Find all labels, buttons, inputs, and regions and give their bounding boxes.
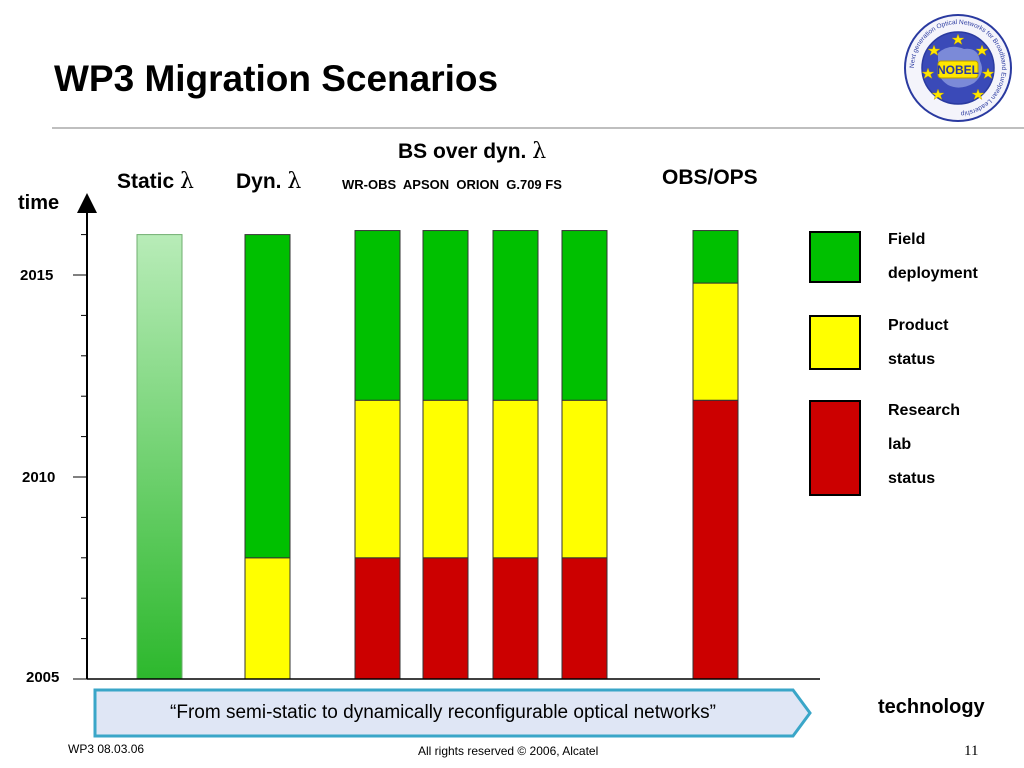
lambda-symbol: λ (532, 139, 547, 164)
nobel-logo-icon: Next generation Optical Networks for Bro… (904, 14, 1012, 122)
legend-line: Field (888, 231, 926, 248)
header-dyn: Dyn. λ (236, 169, 301, 194)
slide-title: WP3 Migration Scenarios (54, 58, 499, 99)
bar-obs-ops-product-status (692, 282, 739, 401)
header-sub-labels: WR-OBS APSON ORION G.709 FS (342, 177, 562, 192)
bar-orion-product-status (492, 399, 539, 559)
footer-left: WP3 08.03.06 (68, 742, 145, 756)
footer-copyright: All rights reserved © 2006, Alcatel (418, 744, 599, 758)
header-g709-fs: G.709 FS (506, 177, 562, 192)
bar-wr-obs-research-lab-status (354, 557, 401, 680)
y-tick-label-2015: 2015 (20, 267, 54, 284)
legend-line: Research (888, 402, 961, 419)
legend-line: status (888, 470, 936, 487)
header-wr-obs: WR-OBS (342, 177, 397, 192)
lambda-symbol: λ (180, 169, 194, 194)
bar-orion-research-lab-status (492, 557, 539, 680)
y-tick-label-2005: 2005 (26, 669, 60, 686)
lambda-symbol: λ (287, 169, 302, 194)
bar-static-field-deployment (136, 234, 183, 680)
bar-g-709-fs-field-deployment (561, 230, 608, 401)
bar-g-709-fs-research-lab-status (561, 557, 608, 680)
bar-wr-obs-product-status (354, 399, 401, 559)
bar-orion-field-deployment (492, 230, 539, 401)
legend-swatch-1 (809, 315, 861, 370)
legend-line: lab (888, 436, 912, 453)
header-orion: ORION (456, 177, 500, 192)
legend-swatch-0 (809, 231, 861, 283)
x-axis-label: technology (878, 696, 985, 718)
logo-text: NOBEL (937, 63, 979, 77)
legend-line: Product (888, 317, 949, 334)
legend-research-lab-status: Research lab status (888, 394, 960, 496)
bar-g-709-fs-product-status (561, 399, 608, 559)
y-axis-label: time (18, 192, 60, 214)
legend-line: deployment (888, 265, 978, 282)
callout-text: “From semi-static to dynamically reconfi… (170, 702, 716, 723)
bar-apson-field-deployment (422, 230, 469, 401)
header-static: Static λ (117, 169, 194, 194)
bar-apson-product-status (422, 399, 469, 559)
header-apson: APSON (402, 177, 450, 192)
legend-field-deployment: Field deployment (888, 223, 978, 291)
legend-swatch-2 (809, 400, 861, 496)
bar-apson-research-lab-status (422, 557, 469, 680)
callout-arrow-shape (93, 688, 812, 738)
bar-dyn-product-status (244, 557, 291, 680)
title-divider (52, 127, 1024, 129)
header-bs-over-dyn-label: BS over dyn. (398, 140, 527, 163)
bar-obs-ops-research-lab-status (692, 399, 739, 680)
header-bs-over-dyn: BS over dyn. λ (398, 139, 546, 164)
header-dyn-label: Dyn. (236, 170, 282, 193)
page-number: 11 (964, 743, 979, 759)
legend-line: status (888, 351, 936, 368)
bar-obs-ops-field-deployment (692, 230, 739, 284)
y-tick-label-2010: 2010 (22, 469, 56, 486)
bar-dyn-field-deployment (244, 234, 291, 559)
legend-product-status: Product status (888, 309, 948, 377)
header-static-label: Static (117, 170, 175, 193)
bar-wr-obs-field-deployment (354, 230, 401, 401)
header-obs-ops: OBS/OPS (662, 166, 758, 189)
